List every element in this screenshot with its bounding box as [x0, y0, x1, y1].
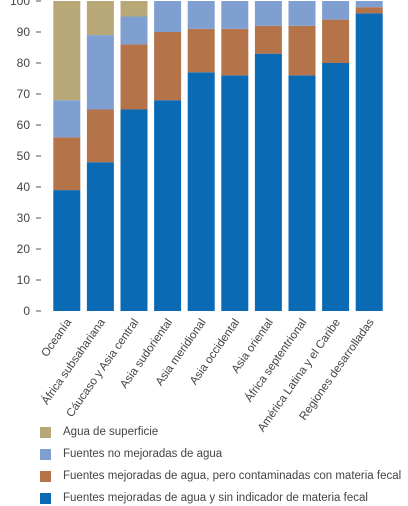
bar-segment [322, 1, 350, 20]
bar-segment [53, 190, 81, 311]
bar-segment [86, 162, 114, 311]
bar-segment [154, 1, 182, 32]
bar-segment [322, 19, 350, 64]
bar-segment [187, 28, 215, 73]
bar-segment [120, 109, 148, 311]
bar-segment [154, 32, 182, 101]
bar-segment [53, 1, 81, 101]
bar-segment [288, 1, 316, 26]
legend-swatch [40, 426, 51, 438]
bar-segment [187, 72, 215, 311]
bar-segment [355, 1, 383, 8]
bar-segment [187, 1, 215, 29]
y-tick-label: 60 [17, 118, 31, 132]
bars [53, 1, 383, 312]
y-tick-label: 10 [17, 273, 31, 287]
y-tick-label: 40 [17, 180, 31, 194]
legend-item: Fuentes no mejoradas de agua [40, 446, 222, 462]
legend-item: Agua de superficie [40, 424, 158, 440]
legend-label: Fuentes mejoradas de agua, pero contamin… [63, 470, 402, 482]
x-category-label: África subsahariana [39, 316, 108, 407]
legend-label: Agua de superficie [63, 426, 159, 438]
bar-segment [288, 25, 316, 76]
legend-swatch [40, 470, 51, 482]
y-tick-label: 0 [23, 304, 30, 318]
y-axis: 0 10 20 30 40 50 60 70 80 90 100 [10, 0, 41, 318]
bar-segment [355, 13, 383, 312]
y-tick-label: 30 [17, 211, 31, 225]
legend-swatch [40, 492, 51, 504]
bar-segment [120, 1, 148, 17]
x-category-label: Oceanía [39, 316, 74, 359]
bar-segment [221, 28, 249, 76]
bar-segment [254, 25, 282, 54]
bar-segment [288, 75, 316, 312]
bar-segment [86, 1, 114, 36]
y-tick-label: 20 [17, 242, 31, 256]
y-tick-label: 50 [17, 149, 31, 163]
legend-swatch [40, 448, 51, 460]
legend-label: Fuentes no mejoradas de agua [63, 448, 223, 460]
y-tick-label: 100 [10, 0, 30, 8]
bar-segment [120, 44, 148, 110]
x-category-label: África septentrional [242, 316, 309, 404]
bar-segment [120, 16, 148, 45]
bar-segment [254, 53, 282, 311]
bar-segment [322, 63, 350, 311]
bar-segment [221, 75, 249, 312]
bar-segment [355, 7, 383, 14]
bar-segment [53, 137, 81, 191]
legend-item: Fuentes mejoradas de agua y sin indicado… [40, 490, 368, 506]
bar-segment [254, 1, 282, 26]
y-tick-label: 90 [17, 25, 31, 39]
y-tick-label: 70 [17, 87, 31, 101]
bar-segment [86, 109, 114, 163]
bar-segment [86, 35, 114, 110]
legend-item: Fuentes mejoradas de agua, pero contamin… [40, 468, 401, 484]
bar-segment [154, 100, 182, 311]
bar-segment [221, 1, 249, 29]
y-tick-label: 80 [17, 56, 31, 70]
legend-label: Fuentes mejoradas de agua y sin indicado… [63, 492, 368, 504]
bar-segment [53, 100, 81, 138]
